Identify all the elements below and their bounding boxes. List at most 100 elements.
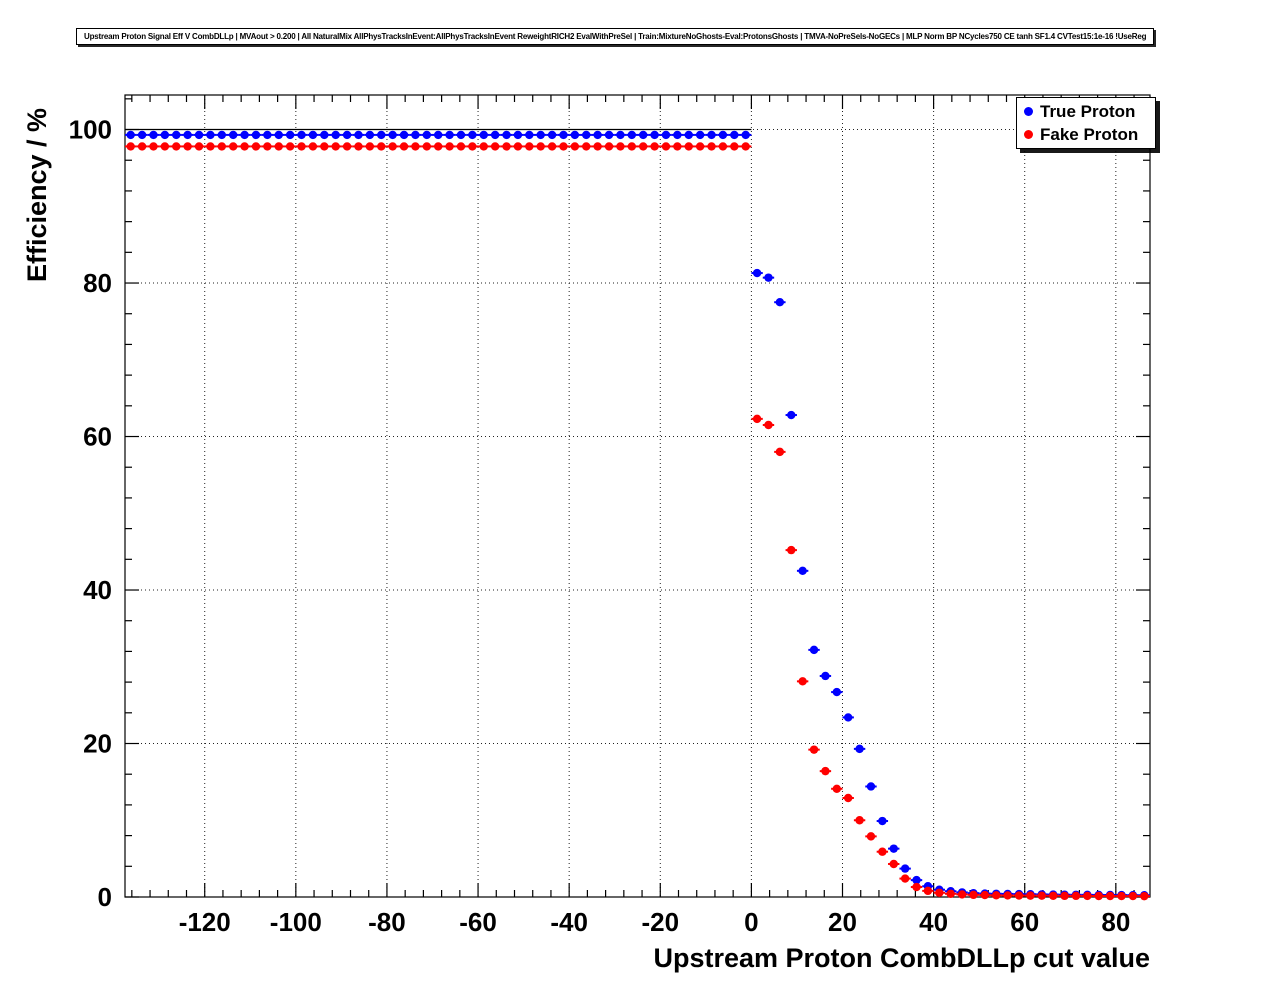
data-point [377, 130, 386, 140]
data-point [923, 886, 933, 896]
data-point [582, 142, 591, 151]
data-point [775, 447, 785, 457]
data-point [821, 671, 830, 681]
data-point [673, 142, 682, 151]
data-point [297, 142, 306, 151]
data-point [399, 142, 409, 151]
grid-lines [125, 95, 1150, 898]
data-point [536, 142, 545, 151]
data-point [695, 130, 705, 140]
legend: True Proton Fake Proton [1016, 97, 1156, 149]
data-point [160, 130, 170, 140]
y-tick-label: 80 [83, 268, 112, 298]
data-point [559, 142, 568, 151]
data-point [1083, 891, 1092, 901]
data-point [946, 889, 955, 898]
x-tick-label: -40 [550, 907, 588, 937]
data-point [809, 745, 819, 754]
data-point [217, 142, 227, 151]
data-point [604, 142, 614, 151]
legend-marker-icon [1024, 130, 1033, 139]
data-point [342, 130, 352, 140]
data-point [627, 142, 637, 151]
data-point [1094, 891, 1103, 901]
data-point [411, 130, 420, 140]
data-point [297, 130, 306, 140]
data-point [843, 713, 853, 722]
data-point [980, 890, 990, 900]
data-point [228, 142, 238, 151]
y-tick-label: 40 [83, 575, 112, 605]
data-point [365, 130, 375, 140]
data-point [456, 130, 466, 140]
data-point [707, 130, 716, 140]
y-tick-label: 0 [98, 882, 112, 912]
data-point [536, 130, 545, 140]
data-point [935, 888, 944, 897]
data-point [832, 784, 842, 793]
data-point [695, 142, 705, 151]
data-point [468, 142, 477, 151]
data-point [1014, 891, 1024, 900]
data-point [889, 859, 898, 869]
data-point [684, 142, 693, 151]
data-point [650, 142, 659, 151]
data-point [399, 130, 409, 140]
data-point [752, 414, 762, 424]
data-point [251, 130, 261, 140]
data-point [866, 782, 876, 791]
data-point [593, 142, 602, 151]
data-point [843, 793, 853, 803]
data-point [490, 130, 500, 140]
data-point [456, 142, 466, 151]
data-point [798, 677, 807, 686]
data-point [650, 130, 659, 140]
data-point [752, 268, 762, 278]
series-true-proton [125, 130, 1150, 900]
data-point [354, 130, 363, 140]
data-point [1037, 891, 1047, 900]
data-point [912, 875, 921, 885]
data-point [798, 566, 807, 576]
data-point [365, 142, 375, 151]
data-point [638, 142, 648, 151]
data-point [502, 130, 511, 140]
data-point [433, 130, 443, 140]
data-point [730, 130, 739, 140]
data-point [593, 130, 602, 140]
data-point [251, 142, 261, 151]
data-point [570, 130, 580, 140]
data-point [570, 142, 580, 151]
data-point [331, 142, 340, 151]
data-point [1003, 891, 1012, 900]
data-point [878, 847, 887, 856]
x-tick-label: -120 [179, 907, 231, 937]
data-point [547, 130, 557, 140]
data-point [263, 130, 272, 140]
data-point [900, 864, 910, 873]
data-point [411, 142, 420, 151]
data-point [160, 142, 170, 151]
data-point [502, 142, 511, 151]
series-fake-proton [125, 142, 1150, 901]
data-point [445, 130, 454, 140]
data-point [172, 130, 181, 140]
data-point [194, 130, 204, 140]
data-point [992, 891, 1001, 900]
data-point [775, 298, 785, 307]
data-point [445, 142, 454, 151]
data-point [433, 142, 443, 151]
legend-label: True Proton [1040, 101, 1136, 121]
data-point [228, 130, 238, 140]
data-point [240, 142, 249, 151]
data-point [866, 832, 876, 841]
data-point [285, 142, 295, 151]
data-point [525, 130, 534, 140]
x-tick-label: -80 [368, 907, 406, 937]
data-point [206, 142, 215, 151]
data-point [513, 142, 523, 151]
data-point [479, 130, 488, 140]
y-tick-label: 20 [83, 729, 112, 759]
data-point [1060, 891, 1069, 901]
data-point [388, 142, 397, 151]
